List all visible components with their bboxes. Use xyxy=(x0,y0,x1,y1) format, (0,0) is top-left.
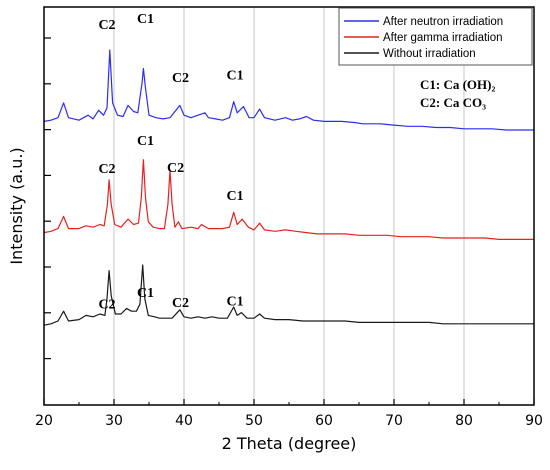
x-tick-label: 40 xyxy=(175,413,193,429)
annotation-layer: C2 C1 C2 C1 C2 C1 C2 C1 C2 C1 C2 C1 C1: Ca (OH)₂ C2: … xyxy=(98,12,495,312)
y-axis-title: Intensity (a.u.) xyxy=(7,147,26,264)
peak-label: C2 xyxy=(98,297,115,312)
series-line xyxy=(43,159,534,240)
x-tick-label: 80 xyxy=(455,413,473,429)
peak-label: C1 xyxy=(137,286,154,301)
x-tick-label: 30 xyxy=(105,413,123,429)
series-layer xyxy=(43,49,534,326)
x-tick-label: 20 xyxy=(35,413,53,429)
x-tick-label: 90 xyxy=(525,413,543,429)
peak-label: C2 xyxy=(98,18,115,33)
legend-label: After gamma irradiation xyxy=(383,32,503,44)
peak-label: C1 xyxy=(137,134,154,149)
x-tick-label: 70 xyxy=(385,413,403,429)
peak-label: C2 xyxy=(98,162,115,177)
peak-label: C1 xyxy=(227,69,244,84)
peak-label: C2 xyxy=(172,296,189,311)
axis-layer: 20 30 40 50 60 70 80 90 2 Theta (degree) Intensit… xyxy=(7,6,543,453)
series-line xyxy=(43,264,534,326)
peak-label: C2 xyxy=(167,161,184,176)
peak-label: C2 xyxy=(172,71,189,86)
phase-legend-label: C2: Ca CO₃ xyxy=(420,95,486,110)
x-tick-label: 50 xyxy=(245,413,263,429)
series-line xyxy=(43,49,534,131)
phase-legend-label: C1: Ca (OH)₂ xyxy=(420,77,495,92)
peak-label: C1 xyxy=(227,295,244,310)
legend: After neutron irradiation After gamma irr… xyxy=(338,7,533,66)
grid-layer xyxy=(113,7,465,405)
peak-label: C1 xyxy=(137,12,154,27)
x-axis-title: 2 Theta (degree) xyxy=(222,434,357,453)
peak-label: C1 xyxy=(227,189,244,204)
plot-frame xyxy=(43,6,535,406)
legend-label: Without irradiation xyxy=(383,48,476,60)
x-tick-label: 60 xyxy=(315,413,333,429)
legend-label: After neutron irradiation xyxy=(383,16,503,28)
